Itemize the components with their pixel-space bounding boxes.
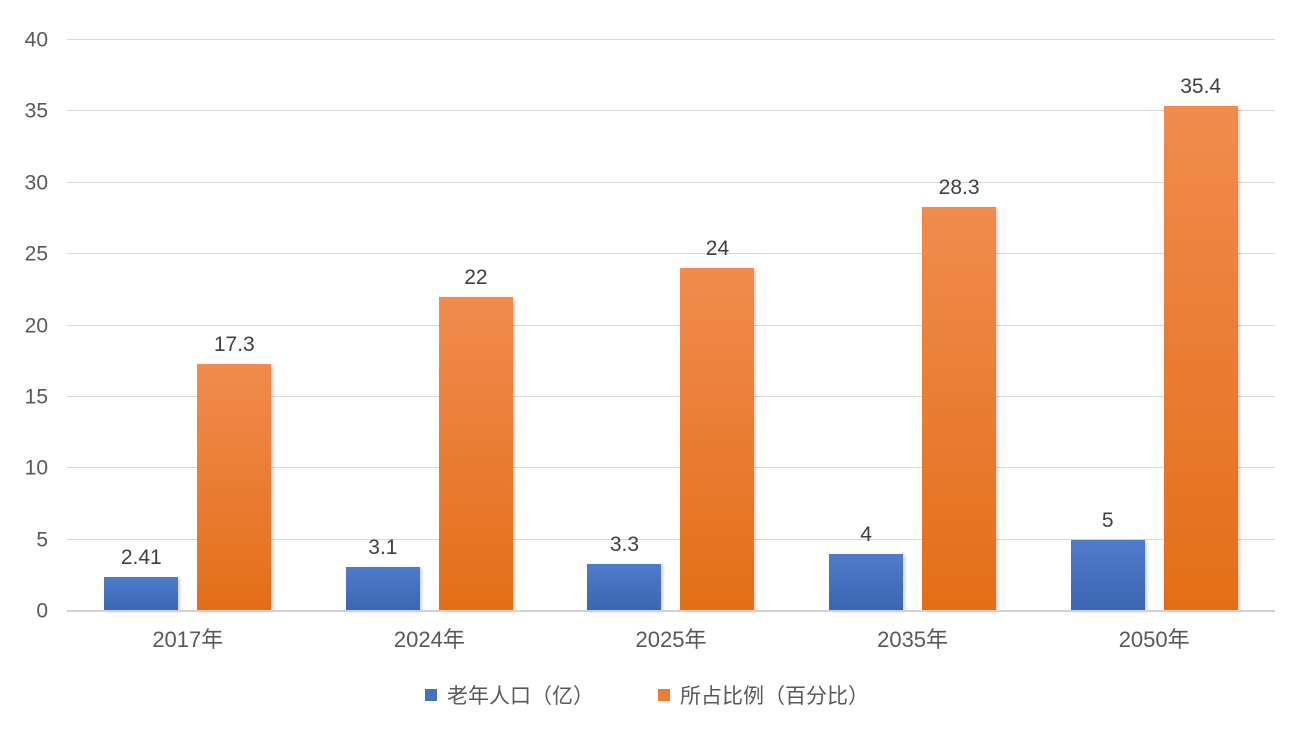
gridline: [67, 253, 1275, 255]
data-label: 5: [1101, 508, 1114, 532]
x-tick-label: 2017年: [152, 627, 224, 652]
x-tick-label: 2050年: [1118, 627, 1190, 652]
bar-所占比例（百分比）-2035年: 28.3: [922, 176, 997, 611]
gridline: [67, 538, 1275, 540]
bar-老年人口（亿）-2025年: 3.3: [587, 533, 662, 611]
gridline: [67, 324, 1275, 326]
y-tick-label: 5: [36, 528, 48, 552]
data-label: 35.4: [1180, 74, 1222, 98]
bar-所占比例（百分比）-2024年: 22: [438, 266, 513, 611]
y-tick-label: 30: [24, 171, 48, 195]
bar-group-2025年: 3.3 24: [550, 40, 792, 611]
bar-group-2024年: 3.1 22: [309, 40, 551, 611]
bar-groups: 2.41 17.3 3.1 22 3.3 24 4 28.3 5 35.4: [67, 40, 1275, 611]
bar-所占比例（百分比）-2017年: 17.3: [197, 333, 272, 611]
gridline: [67, 467, 1275, 469]
y-tick-label: 25: [24, 242, 48, 266]
legend-label: 所占比例（百分比）: [680, 685, 869, 708]
x-axis: 2017年 2024年 2025年 2035年 2050年: [67, 622, 1275, 654]
data-label: 28.3: [938, 176, 980, 200]
bar-老年人口（亿）-2024年: 3.1: [345, 536, 420, 611]
y-tick-label: 20: [24, 314, 48, 337]
plot-area: 2.41 17.3 3.1 22 3.3 24 4 28.3 5 35.4: [67, 39, 1275, 612]
x-axis-line: [67, 610, 1275, 612]
x-tick-label: 2025年: [635, 627, 707, 652]
y-tick-label: 35: [24, 99, 48, 123]
legend: 老年人口（亿） 所占比例（百分比）: [0, 680, 1294, 710]
y-tick-label: 0: [36, 599, 48, 623]
data-label: 3.3: [609, 532, 640, 556]
data-label: 22: [464, 265, 488, 289]
bar-老年人口（亿）-2035年: 4: [829, 523, 904, 611]
bar-所占比例（百分比）-2050年: 35.4: [1163, 75, 1238, 611]
bar-老年人口（亿）-2017年: 2.41: [104, 546, 179, 611]
bar-所占比例（百分比）-2025年: 24: [680, 237, 755, 611]
gridline: [67, 110, 1275, 112]
bar-group-2035年: 4 28.3: [792, 40, 1034, 611]
x-tick-label: 2035年: [877, 627, 949, 652]
data-label: 2.41: [120, 545, 162, 569]
legend-item-population: 老年人口（亿）: [425, 680, 594, 710]
y-tick-label: 10: [24, 456, 48, 480]
data-label: 24: [705, 237, 730, 261]
y-tick-label: 15: [24, 385, 48, 409]
x-tick-label: 2024年: [393, 627, 465, 652]
bar-group-2050年: 5 35.4: [1033, 40, 1275, 611]
legend-swatch-blue-icon: [425, 689, 437, 701]
gridline: [67, 39, 1275, 40]
legend-label: 老年人口（亿）: [447, 685, 594, 708]
bar-group-2017年: 2.41 17.3: [67, 40, 309, 611]
legend-swatch-orange-icon: [658, 689, 670, 701]
gridline: [67, 395, 1275, 397]
gridline: [67, 181, 1275, 183]
data-label: 17.3: [213, 333, 255, 357]
data-label: 4: [860, 522, 872, 546]
y-tick-label: 40: [24, 28, 48, 52]
legend-item-proportion: 所占比例（百分比）: [658, 680, 869, 710]
y-axis: 0 5 10 15 20 25 30 35 40: [0, 30, 48, 622]
bar-老年人口（亿）-2050年: 5: [1070, 509, 1145, 611]
data-label: 3.1: [368, 535, 398, 559]
